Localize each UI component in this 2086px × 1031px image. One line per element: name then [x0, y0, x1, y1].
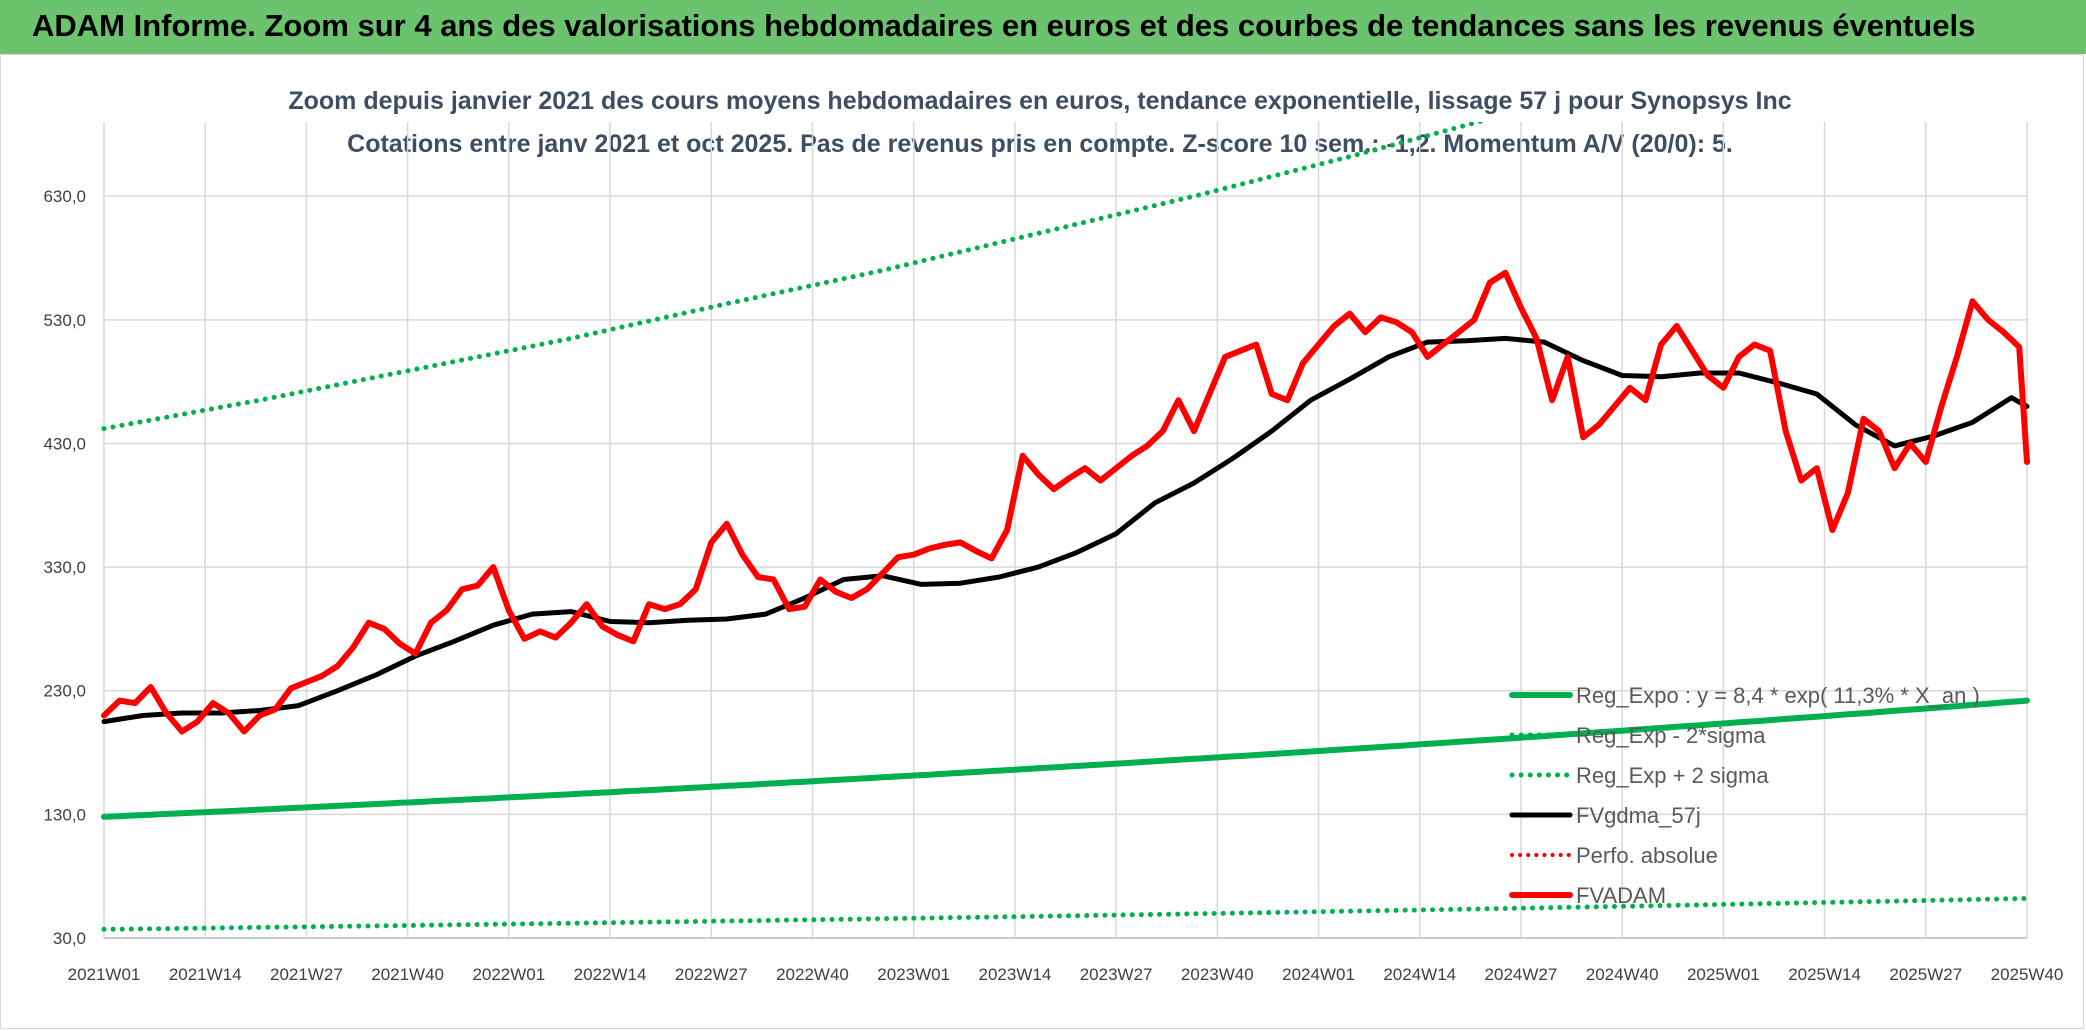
x-tick-label: 2021W40 — [371, 965, 444, 984]
x-tick-label: 2025W40 — [1991, 965, 2064, 984]
legend: Reg_Expo : y = 8,4 * exp( 11,3% * X_an )… — [1509, 683, 1980, 908]
x-tick-label: 2024W14 — [1383, 965, 1456, 984]
chart-frame — [0, 54, 2084, 1029]
y-tick-label: 630,0 — [43, 187, 86, 206]
legend-label: Perfo. absolue — [1576, 843, 1718, 868]
y-tick-label: 230,0 — [43, 682, 86, 701]
x-tick-label: 2023W40 — [1181, 965, 1254, 984]
x-tick-label: 2022W01 — [472, 965, 545, 984]
series-line-solid-green — [101, 697, 2030, 820]
axes: 630,0 530,0 430,0 330,0 230,0 130,0 30,0 2021W0… — [43, 187, 2063, 984]
header-banner: ADAM Informe. Zoom sur 4 ans des valoris… — [0, 0, 2086, 54]
legend-label: Reg_Expo : y = 8,4 * exp( 11,3% * X_an ) — [1576, 683, 1980, 708]
x-tick-label: 2021W01 — [68, 965, 141, 984]
chart-title: Zoom depuis janvier 2021 des cours moyen… — [288, 87, 1791, 115]
series-line-solid-red — [101, 269, 2030, 735]
legend-label: FVgdma_57j — [1576, 803, 1701, 828]
plot-area — [101, 122, 2030, 932]
y-tick-label: 30,0 — [53, 929, 86, 948]
chart-subtitle: Cotations entre janv 2021 et oct 2025. P… — [347, 130, 1733, 158]
x-tick-label: 2025W27 — [1889, 965, 1962, 984]
x-tick-label: 2023W01 — [877, 965, 950, 984]
y-tick-label: 430,0 — [43, 434, 86, 453]
x-tick-label: 2023W14 — [979, 965, 1052, 984]
series-line-dotted-green — [101, 122, 1488, 432]
x-tick-label: 2025W01 — [1687, 965, 1760, 984]
x-tick-label: 2024W40 — [1586, 965, 1659, 984]
gridlines — [103, 122, 2028, 939]
legend-label: FVADAM — [1576, 883, 1666, 908]
series-line-dotted-green — [101, 895, 2030, 932]
y-tick-label: 130,0 — [43, 805, 86, 824]
x-tick-label: 2025W14 — [1788, 965, 1861, 984]
page-title: ADAM Informe. Zoom sur 4 ans des valoris… — [32, 8, 1976, 43]
x-tick-label: 2022W40 — [776, 965, 849, 984]
legend-label: Reg_Exp + 2 sigma — [1576, 763, 1769, 788]
series-line-solid-black — [101, 335, 2030, 725]
legend-label: Reg_Exp - 2*sigma — [1576, 723, 1766, 748]
y-tick-label: 330,0 — [43, 558, 86, 577]
x-tick-label: 2023W27 — [1080, 965, 1153, 984]
x-tick-label: 2022W27 — [675, 965, 748, 984]
x-tick-label: 2024W01 — [1282, 965, 1355, 984]
x-tick-label: 2024W27 — [1485, 965, 1558, 984]
y-tick-label: 530,0 — [43, 311, 86, 330]
x-tick-label: 2022W14 — [574, 965, 647, 984]
x-tick-label: 2021W27 — [270, 965, 343, 984]
x-tick-label: 2021W14 — [169, 965, 242, 984]
